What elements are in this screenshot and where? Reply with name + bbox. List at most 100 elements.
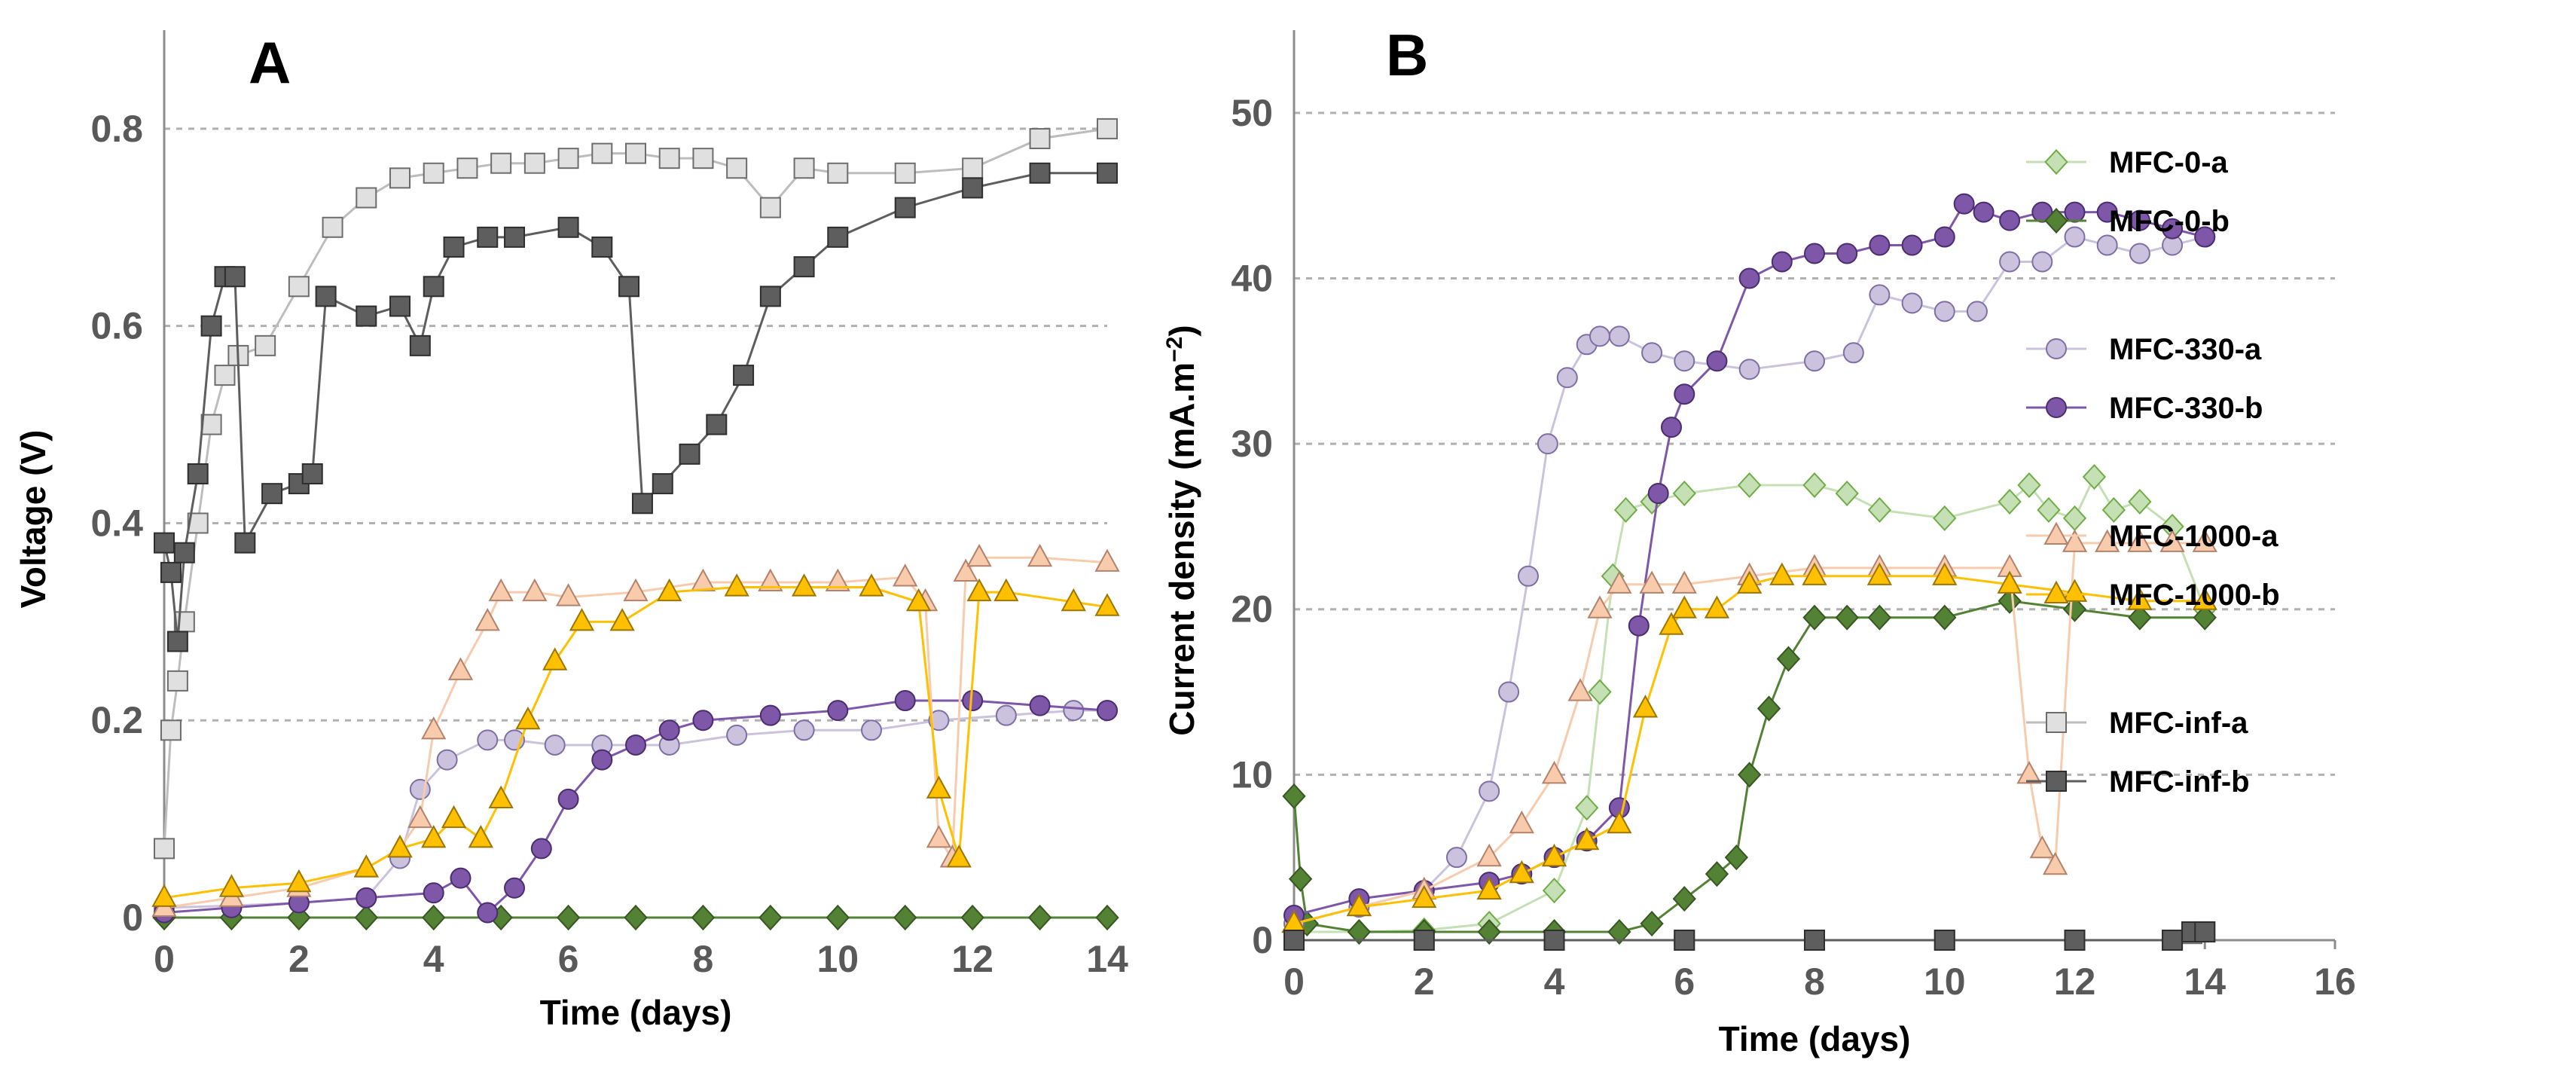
data-point-mfc-0-b: [2128, 604, 2152, 631]
data-point-mfc-inf-b: [301, 463, 323, 484]
data-point-mfc-0-b: [1776, 646, 1801, 672]
data-point-mfc-inf-a: [894, 162, 916, 184]
data-point-mfc-1000-a: [1509, 810, 1534, 834]
data-point-mfc-1000-b: [151, 884, 177, 907]
data-point-mfc-330-b: [1869, 234, 1891, 256]
legend-entry-mfc-330-a: MFC-330-a: [2026, 333, 2262, 366]
data-point-mfc-330-b: [2096, 201, 2118, 223]
data-point-mfc-1000-a: [2042, 851, 2068, 875]
data-point-mfc-0-b: [1757, 695, 1781, 722]
y-axis-title-main: Current density (mA.m: [1162, 362, 1201, 736]
data-point-mfc-1000-b: [1412, 884, 1437, 909]
data-point-mfc-1000-b: [993, 578, 1019, 602]
data-point-mfc-1000-b: [2127, 587, 2153, 610]
y-tick-label: 50: [1231, 92, 1273, 134]
data-point-mfc-330-a: [793, 719, 815, 741]
data-point-mfc-1000-a: [2016, 761, 2042, 784]
data-point-mfc-0-a: [2128, 488, 2152, 515]
y-tick-label: 0.2: [90, 699, 143, 741]
data-point-mfc-inf-a: [490, 152, 512, 174]
data-point-mfc-inf-b: [261, 483, 283, 505]
data-point-mfc-330-a: [1445, 847, 1467, 869]
data-point-mfc-330-a: [1804, 350, 1825, 372]
legend-marker: [2046, 338, 2067, 359]
data-point-mfc-330-b: [423, 882, 444, 904]
data-point-mfc-1000-a: [2029, 835, 2055, 859]
data-point-mfc-330-a: [726, 724, 748, 746]
data-point-mfc-1000-a: [2062, 529, 2088, 552]
data-point-mfc-inf-b: [1934, 930, 1955, 951]
data-point-mfc-330-b: [1999, 209, 2021, 231]
data-point-mfc-1000-b: [724, 573, 749, 597]
data-point-mfc-0-b: [1288, 866, 1313, 892]
data-point-mfc-330-a: [1869, 284, 1891, 306]
data-point-mfc-1000-a: [2095, 529, 2120, 552]
data-point-mfc-0-b: [1095, 904, 1119, 931]
data-point-mfc-1000-a: [2127, 529, 2153, 552]
data-point-mfc-inf-b: [504, 226, 526, 248]
legend-entry-mfc-1000-b: MFC-1000-b: [2026, 579, 2280, 612]
data-point-mfc-1000-a: [1027, 543, 1053, 567]
data-point-mfc-1000-b: [515, 706, 541, 730]
data-point-mfc-inf-b: [1283, 930, 1305, 951]
data-point-mfc-330-a: [2129, 243, 2150, 264]
data-point-mfc-1000-a: [893, 563, 918, 587]
legend-marker: [2046, 771, 2067, 792]
data-point-mfc-0-b: [1835, 604, 1859, 631]
data-point-mfc-1000-a: [825, 568, 850, 592]
data-point-mfc-0-b: [1737, 762, 1762, 788]
data-point-mfc-330-a: [1063, 700, 1085, 722]
series-line-mfc-330-b: [163, 699, 1108, 915]
data-point-mfc-inf-a: [625, 142, 646, 164]
data-point-mfc-inf-b: [154, 532, 175, 554]
data-point-mfc-330-a: [1842, 342, 1864, 364]
data-point-mfc-330-a: [1556, 367, 1578, 389]
data-point-mfc-0-b: [624, 904, 648, 931]
data-point-mfc-330-a: [436, 749, 458, 771]
data-point-mfc-330-b: [2064, 201, 2086, 223]
data-point-mfc-1000-b: [1932, 562, 1958, 585]
data-point-mfc-330-b: [2162, 218, 2184, 240]
data-point-mfc-inf-a: [356, 187, 377, 209]
data-point-mfc-1000-b: [1061, 588, 1086, 612]
data-point-mfc-1000-b: [1574, 826, 1600, 851]
series-mfc-inf-b: [1283, 921, 2216, 951]
data-point-mfc-inf-a: [726, 157, 748, 179]
data-point-mfc-0-a: [2101, 496, 2126, 524]
x-tick-label: 8: [693, 938, 714, 980]
data-point-mfc-inf-b: [315, 286, 337, 307]
data-point-mfc-1000-b: [218, 874, 245, 897]
data-point-mfc-1000-b: [441, 805, 467, 829]
data-point-mfc-inf-a: [200, 414, 222, 435]
data-point-mfc-0-b: [1705, 861, 1729, 887]
data-point-mfc-inf-b: [224, 266, 246, 288]
data-point-mfc-330-b: [591, 749, 613, 771]
y-axis-title-end: ): [1162, 325, 1201, 336]
data-point-mfc-inf-b: [2162, 930, 2184, 951]
data-point-mfc-1000-a: [1476, 843, 1502, 867]
y-axis-title: Voltage (V): [14, 430, 53, 609]
data-point-mfc-0-b: [354, 904, 378, 931]
data-point-mfc-inf-b: [187, 463, 209, 484]
data-point-mfc-inf-b: [618, 276, 640, 298]
x-tick-label: 12: [951, 938, 993, 980]
x-tick-label: 4: [423, 938, 444, 980]
data-point-mfc-1000-b: [1802, 562, 1827, 585]
data-point-mfc-0-b: [893, 904, 917, 931]
data-point-mfc-1000-a: [1567, 678, 1593, 701]
data-point-mfc-0-b: [287, 904, 311, 931]
data-point-mfc-330-b: [759, 704, 781, 726]
data-point-mfc-inf-b: [160, 561, 182, 583]
data-point-mfc-inf-a: [214, 365, 236, 386]
data-point-mfc-inf-b: [173, 542, 195, 563]
data-point-mfc-1000-a: [407, 805, 433, 829]
data-point-mfc-1000-a: [926, 824, 952, 848]
data-point-mfc-inf-b: [679, 443, 700, 465]
legend-entry-mfc-inf-b: MFC-inf-b: [2026, 765, 2250, 799]
data-point-mfc-inf-b: [477, 226, 499, 248]
legend-marker: [2044, 207, 2068, 234]
data-point-mfc-inf-a: [793, 157, 815, 179]
data-point-mfc-0-b: [1640, 910, 1664, 937]
data-point-mfc-inf-a: [658, 148, 680, 170]
data-point-mfc-330-a: [1498, 681, 1520, 703]
